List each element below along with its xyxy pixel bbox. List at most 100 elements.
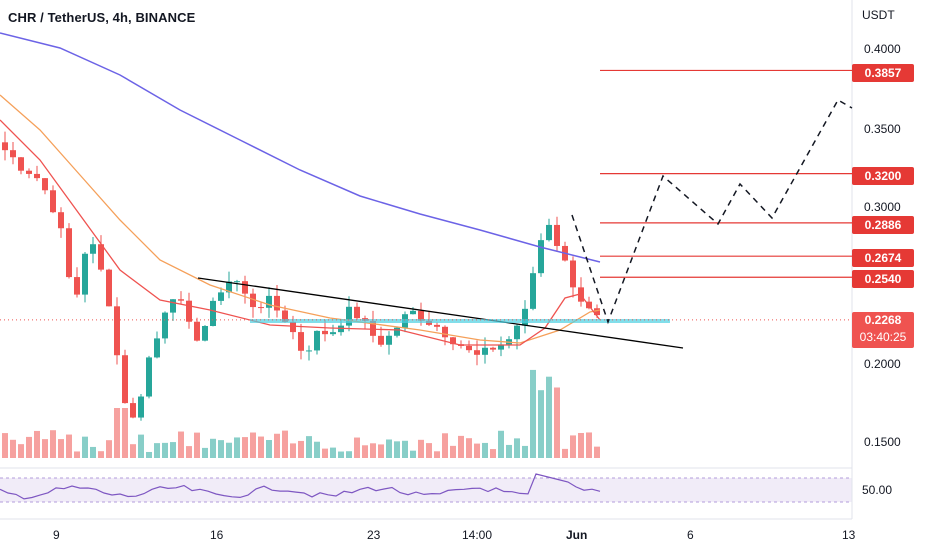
candle-body (178, 299, 184, 301)
candle-body (210, 300, 216, 326)
candle-body (186, 300, 192, 322)
volume-bar (474, 443, 480, 458)
candle-body (418, 310, 424, 321)
price-level-tag: 0.2540 (852, 270, 914, 288)
price-tick-2: 0.3000 (864, 200, 901, 214)
volume-bar (74, 451, 80, 458)
candle-body (570, 260, 576, 288)
volume-bar (114, 408, 120, 458)
volume-bar (226, 442, 232, 458)
volume-bar (202, 447, 208, 458)
candle-body (26, 170, 32, 174)
volume-bar (50, 430, 56, 458)
volume-bar (218, 440, 224, 458)
volume-bar (586, 432, 592, 458)
date-tick: 6 (687, 528, 694, 542)
ma-20-line (0, 119, 601, 346)
candles (2, 131, 600, 421)
volume-bar (322, 448, 328, 458)
volume-bar (34, 430, 40, 458)
volume-bar (498, 430, 504, 458)
candle-body (18, 157, 24, 171)
support-band (250, 319, 670, 323)
projected-path (571, 98, 853, 325)
date-tick: 16 (210, 528, 224, 542)
volume-bar (330, 447, 336, 458)
candle-body (202, 325, 208, 341)
price-axis-unit: USDT (862, 8, 895, 22)
volume-bar (434, 451, 440, 458)
candle-body (266, 295, 272, 308)
candle-body (66, 228, 72, 278)
candle-body (42, 178, 48, 191)
volume-bar (410, 450, 416, 458)
volume-bar (138, 434, 144, 458)
volume-bar (562, 448, 568, 458)
candle-body (106, 269, 112, 307)
rsi-level-label: 50.00 (862, 483, 893, 497)
date-tick: 9 (53, 528, 60, 542)
candle-body (314, 330, 320, 351)
candle-body (522, 308, 528, 326)
volume-bar (2, 433, 8, 458)
volume-bar (154, 443, 160, 458)
candle-body (554, 224, 560, 246)
candle-body (34, 173, 40, 179)
candle-body (58, 212, 64, 229)
volume-bar (578, 432, 584, 458)
candle-body (250, 293, 256, 308)
volume-bar (514, 438, 520, 458)
candle-body (594, 308, 600, 316)
candle-body (538, 240, 544, 274)
candle-body (306, 350, 312, 352)
candle-body (466, 345, 472, 351)
volume-bar (442, 433, 448, 458)
volume-bar (26, 436, 32, 458)
volume-bar (346, 451, 352, 458)
candle-body (378, 335, 384, 345)
volume-bar (458, 435, 464, 458)
candle-body (98, 244, 104, 270)
symbol-title[interactable]: CHR / TetherUS, 4h, BINANCE (8, 10, 196, 25)
candle-body (346, 306, 352, 326)
candle-body (410, 310, 416, 315)
date-tick: Jun (566, 528, 588, 542)
volume-bar (490, 449, 496, 458)
volume-bar (82, 436, 88, 458)
candle-body (258, 307, 264, 309)
candle-body (290, 321, 296, 333)
volume-bar (354, 437, 360, 458)
price-tick-0: 0.4000 (864, 42, 901, 56)
candle-body (482, 347, 488, 355)
volume-bar (66, 434, 72, 458)
volume-bar (450, 445, 456, 458)
candle-body (322, 330, 328, 335)
candle-body (90, 244, 96, 254)
volume-bar (162, 442, 168, 458)
candle-body (434, 324, 440, 327)
drawings (0, 69, 853, 349)
candle-body (386, 335, 392, 345)
ma-200-line (0, 32, 601, 263)
price-level-tag: 0.3200 (852, 167, 914, 185)
volume-bar (194, 432, 200, 458)
volume-bar (10, 439, 16, 458)
candle-body (442, 326, 448, 338)
volume-bar (282, 430, 288, 458)
volume-bar (402, 440, 408, 458)
current-price-tag: 0.2268 03:40:25 (852, 312, 914, 348)
candle-body (226, 281, 232, 293)
date-tick: 14:00 (462, 528, 493, 542)
candle-body (330, 332, 336, 335)
candle-body (274, 295, 280, 311)
candle-body (50, 190, 56, 213)
candle-body (74, 277, 80, 295)
candle-body (354, 306, 360, 319)
volume-bar (290, 443, 296, 458)
candle-body (146, 357, 152, 397)
volume-bar (386, 439, 392, 458)
volume-bar (370, 443, 376, 458)
volume-bars (2, 369, 600, 458)
